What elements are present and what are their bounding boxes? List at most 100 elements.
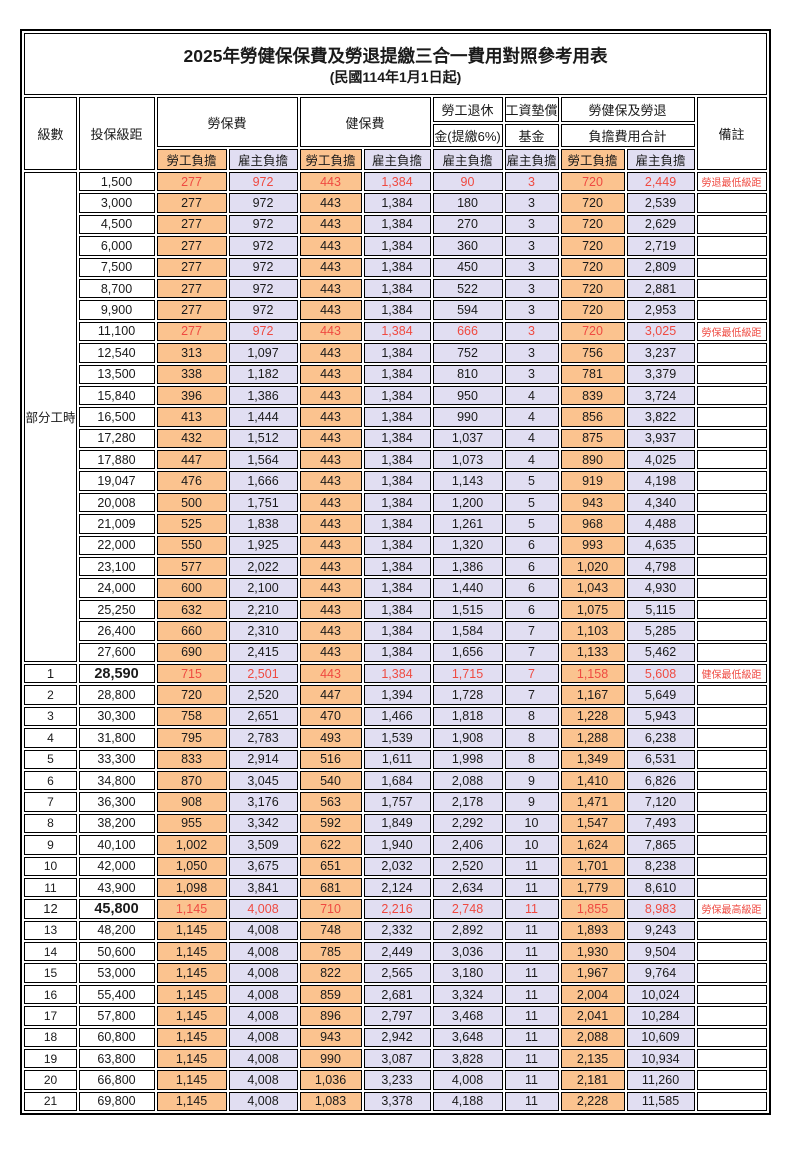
col-header-level: 級數 [24,97,77,170]
total-employer-cell: 8,238 [626,856,695,876]
labor-employer-cell: 1,751 [228,492,298,513]
total-employer-cell: 2,953 [626,300,695,320]
total-employer-cell: 9,243 [626,920,695,941]
health-employer-cell: 2,124 [363,877,431,898]
labor-employee-cell: 277 [156,172,227,192]
health-employee-cell: 443 [299,343,362,363]
total-employee-cell: 1,043 [560,578,625,598]
wage-fund-employer-cell: 5 [504,514,559,534]
subheader-pension-employer: 雇主負擔 [432,149,503,170]
labor-employer-cell: 1,097 [228,343,298,363]
labor-employee-cell: 833 [156,749,227,769]
wage-fund-employer-cell: 7 [504,621,559,641]
health-employer-cell: 1,384 [363,428,431,449]
health-employer-cell: 1,384 [363,321,431,342]
total-employer-cell: 4,488 [626,514,695,534]
table-row: 3 30,300 758 2,651 470 1,466 1,818 8 1,228 5,943 [24,706,767,727]
bracket-cell: 60,800 [78,1027,155,1048]
table-row: 23,100 577 2,022 443 1,384 1,386 6 1,020 4,798 [24,557,767,577]
health-employer-cell: 3,087 [363,1049,431,1069]
labor-employee-cell: 1,050 [156,856,227,876]
bracket-cell: 11,100 [78,321,155,342]
remark-cell [696,728,767,748]
labor-employer-cell: 1,925 [228,535,298,556]
health-employee-cell: 990 [299,1049,362,1069]
health-employer-cell: 2,449 [363,942,431,962]
total-employer-cell: 4,930 [626,578,695,598]
total-employer-cell: 3,025 [626,321,695,342]
labor-employee-cell: 413 [156,407,227,427]
wage-fund-employer-cell: 11 [504,942,559,962]
remark-cell [696,557,767,577]
health-employee-cell: 443 [299,642,362,662]
labor-employer-cell: 2,100 [228,578,298,598]
labor-employee-cell: 1,145 [156,920,227,941]
total-employer-cell: 5,649 [626,685,695,705]
subheader-wage-fund-employer: 雇主負擔 [504,149,559,170]
table-row: 9 40,100 1,002 3,509 622 1,940 2,406 10 1,624 7,8… [24,835,767,855]
level-cell: 12 [24,899,77,919]
health-employee-cell: 443 [299,407,362,427]
labor-employer-cell: 3,342 [228,813,298,834]
total-employer-cell: 7,865 [626,835,695,855]
labor-employee-cell: 525 [156,514,227,534]
total-employee-cell: 1,930 [560,942,625,962]
pension-employer-cell: 3,468 [432,1006,503,1026]
wage-fund-employer-cell: 3 [504,257,559,277]
total-employee-cell: 2,135 [560,1049,625,1069]
wage-fund-employer-cell: 11 [504,1049,559,1069]
pension-employer-cell: 2,406 [432,835,503,855]
health-employer-cell: 1,611 [363,749,431,769]
bracket-cell: 53,000 [78,963,155,983]
total-employer-cell: 10,609 [626,1027,695,1048]
level-cell: 19 [24,1049,77,1069]
wage-fund-employer-cell: 7 [504,642,559,662]
pension-employer-cell: 180 [432,193,503,213]
wage-fund-employer-cell: 11 [504,920,559,941]
wage-fund-employer-cell: 11 [504,856,559,876]
pension-employer-cell: 522 [432,278,503,299]
col-header-total-line1: 勞健保及勞退 [560,97,695,122]
remark-cell [696,1091,767,1112]
remark-cell [696,428,767,449]
labor-employer-cell: 4,008 [228,920,298,941]
remark-cell [696,514,767,534]
labor-employer-cell: 4,008 [228,1070,298,1090]
table-row: 7,500 277 972 443 1,384 450 3 720 2,809 [24,257,767,277]
health-employer-cell: 1,384 [363,557,431,577]
remark-cell [696,1070,767,1090]
labor-employer-cell: 4,008 [228,984,298,1005]
total-employer-cell: 3,822 [626,407,695,427]
labor-employee-cell: 1,145 [156,1006,227,1026]
total-employee-cell: 720 [560,172,625,192]
total-employer-cell: 5,462 [626,642,695,662]
remark-cell [696,813,767,834]
bracket-cell: 15,840 [78,385,155,406]
pension-employer-cell: 990 [432,407,503,427]
col-header-labor-insurance: 勞保費 [156,97,298,147]
pension-employer-cell: 1,515 [432,599,503,620]
level-cell: 7 [24,792,77,812]
table-row: 1 28,590 715 2,501 443 1,384 1,715 7 1,158 5,608 健… [24,663,767,684]
health-employee-cell: 822 [299,963,362,983]
total-employee-cell: 1,349 [560,749,625,769]
total-employee-cell: 720 [560,321,625,342]
level-cell: 15 [24,963,77,983]
total-employer-cell: 8,610 [626,877,695,898]
bracket-cell: 1,500 [78,172,155,192]
wage-fund-employer-cell: 6 [504,578,559,598]
subheader-health-employee: 勞工負擔 [299,149,362,170]
bracket-cell: 17,280 [78,428,155,449]
pension-employer-cell: 4,188 [432,1091,503,1112]
total-employer-cell: 2,719 [626,236,695,256]
labor-employer-cell: 2,651 [228,706,298,727]
table-row: 13,500 338 1,182 443 1,384 810 3 781 3,379 [24,364,767,384]
remark-cell [696,984,767,1005]
health-employer-cell: 1,539 [363,728,431,748]
col-header-pension-line1: 勞工退休 [432,97,503,122]
health-employer-cell: 2,942 [363,1027,431,1048]
table-title-cell: 2025年勞健保保費及勞退提繳三合一費用對照參考用表 (民國114年1月1日起) [24,33,767,95]
total-employee-cell: 2,041 [560,1006,625,1026]
wage-fund-employer-cell: 5 [504,492,559,513]
subheader-labor-employee: 勞工負擔 [156,149,227,170]
